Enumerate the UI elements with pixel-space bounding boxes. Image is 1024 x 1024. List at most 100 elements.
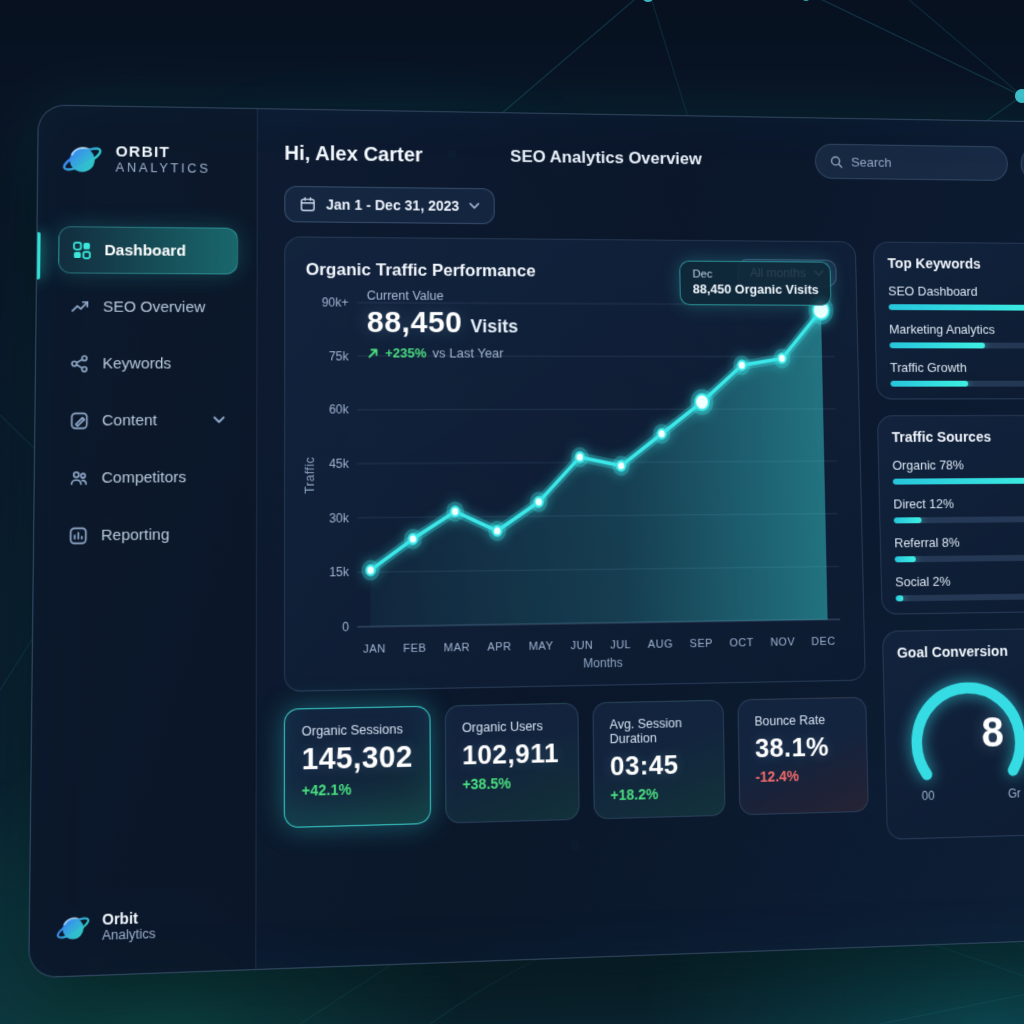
y-tick-label: 90k+	[321, 295, 349, 310]
chart-point-halo	[570, 446, 589, 468]
chart-point-sep[interactable]	[695, 394, 709, 410]
goal-conversion-gauge: 8 00 Gr	[897, 667, 1024, 803]
active-nav-accent-bar	[35, 232, 41, 280]
kpi-delta: +42.1%	[301, 780, 352, 799]
chart-point-halo	[773, 348, 791, 369]
search-icon	[829, 154, 844, 169]
x-tick-label: DEC	[811, 635, 836, 649]
brand-line2: ANALYTICS	[115, 160, 211, 177]
kpi-card-organic-users[interactable]: Organic Users 102,911 +38.5%	[444, 702, 580, 824]
traffic-source-label: Direct 12%	[893, 496, 955, 512]
traffic-source-item[interactable]: Organic 78%	[892, 457, 1024, 485]
main-area: Hi, Alex Carter SEO Analytics Overview	[256, 109, 1024, 969]
chart-point-jan[interactable]	[366, 565, 375, 575]
traffic-source-bar-track	[892, 477, 1024, 485]
tooltip-month: Dec	[692, 268, 713, 281]
content-row: Organic Traffic Performance All months T…	[283, 236, 1024, 858]
share-icon	[70, 353, 90, 373]
brand-logo[interactable]: ORBIT ANALYTICS	[59, 136, 238, 183]
notifications-button[interactable]	[1020, 145, 1024, 183]
y-tick-label: 75k	[328, 348, 349, 364]
date-row: Jan 1 - Dec 31, 2023	[284, 185, 1024, 230]
current-value-unit: Visits	[470, 316, 519, 337]
chart-point-aug[interactable]	[658, 429, 666, 439]
spacer	[702, 159, 815, 161]
chart-plot-area: Dec 88,450 Organic Visits	[357, 260, 841, 627]
kpi-label: Avg. Session Duration	[609, 715, 683, 747]
traffic-source-bar-fill	[894, 556, 916, 563]
chart-point-oct[interactable]	[738, 361, 746, 370]
keyword-item[interactable]: Traffic Growth	[890, 360, 1024, 387]
traffic-source-item[interactable]: Referral 8%	[894, 534, 1024, 563]
keyword-item[interactable]: Marketing Analytics	[889, 322, 1024, 349]
sidebar-item-reporting[interactable]: Reporting	[55, 510, 237, 560]
current-value-label: Current Value	[366, 288, 444, 304]
kpi-value: 145,302	[301, 740, 413, 777]
chevron-down-icon	[469, 202, 480, 210]
top-keywords-card: Top Keywords M SEO Dashboard Marketing An…	[872, 241, 1024, 400]
sidebar-item-label: Dashboard	[104, 241, 186, 260]
kpi-delta: -12.4%	[755, 767, 800, 786]
chart-point-halo	[612, 455, 631, 476]
chart-point-may[interactable]	[535, 497, 543, 507]
kpi-label: Organic Users	[461, 718, 543, 736]
traffic-source-bar-track	[894, 554, 1024, 563]
date-range-picker[interactable]: Jan 1 - Dec 31, 2023	[284, 185, 496, 225]
traffic-sources-list: Organic 78% Direct 12% Referral 8% Social 2…	[892, 457, 1024, 602]
traffic-source-item[interactable]: Direct 12%	[893, 495, 1024, 524]
kpi-card-avg-session-duration[interactable]: Avg. Session Duration 03:45 +18.2%	[592, 699, 726, 820]
chart-point-jul[interactable]	[617, 461, 625, 471]
kpi-card-bounce-rate[interactable]: Bounce Rate 38.1% -12.4%	[737, 696, 869, 816]
x-tick-label: FEB	[403, 642, 427, 656]
keyword-bar-fill	[890, 380, 969, 387]
x-axis-title: Months	[583, 655, 623, 671]
sidebar-item-label: Competitors	[101, 468, 187, 487]
chart-point-mar[interactable]	[451, 507, 460, 517]
chevron-down-icon	[213, 416, 225, 424]
sidebar-item-seo-overview[interactable]: SEO Overview	[58, 283, 239, 331]
header: Hi, Alex Carter SEO Analytics Overview	[284, 130, 1024, 188]
search-box[interactable]	[814, 143, 1009, 182]
traffic-source-item[interactable]: Social 2%	[895, 572, 1024, 602]
greeting-text: Hi, Alex Carter	[284, 142, 423, 167]
kpi-card-organic-sessions[interactable]: Organic Sessions 145,302 +42.1%	[283, 705, 431, 829]
orbit-planet-icon	[59, 136, 105, 181]
chart-point-nov[interactable]	[778, 354, 786, 363]
sidebar-item-competitors[interactable]: Competitors	[56, 453, 238, 502]
x-tick-label: JUN	[570, 639, 594, 653]
brand-text: ORBIT ANALYTICS	[115, 143, 210, 176]
chart-point-halo	[488, 520, 507, 542]
x-tick-label: NOV	[770, 636, 796, 649]
sidebar-item-keywords[interactable]: Keywords	[57, 339, 238, 387]
sidebar-item-label: SEO Overview	[102, 297, 206, 316]
sidebar-item-dashboard[interactable]: Dashboard	[58, 226, 239, 275]
kpi-value: 38.1%	[754, 731, 830, 764]
sidebar-nav: Dashboard SEO Overview Keywords Content Comp…	[55, 226, 239, 560]
keyword-item[interactable]: SEO Dashboard	[888, 284, 1024, 311]
search-input[interactable]	[850, 154, 994, 171]
x-tick-label: OCT	[729, 636, 754, 650]
chart-point-apr[interactable]	[493, 526, 502, 536]
chart-body: Traffic 0 15k 30k 45k 60k 75k 90k+	[303, 260, 845, 636]
gauge-min-label: 00	[921, 788, 935, 804]
top-keywords-header: Top Keywords M	[887, 256, 1024, 273]
sidebar-item-content[interactable]: Content	[56, 396, 237, 444]
traffic-source-label: Organic 78%	[892, 457, 965, 473]
brand-text-bottom: Orbit Analytics	[102, 909, 156, 943]
sidebar-item-label: Reporting	[100, 525, 170, 544]
top-keywords-list: SEO Dashboard Marketing Analytics Traffic …	[888, 284, 1024, 387]
chart-point-feb[interactable]	[409, 534, 418, 544]
chart-point-halo	[403, 528, 423, 550]
traffic-source-bar-track	[893, 516, 1024, 524]
trend-up-icon	[367, 347, 379, 359]
y-tick-label: 30k	[329, 510, 349, 526]
chart-point-dec[interactable]	[813, 301, 829, 320]
dashboard-panel: ORBIT ANALYTICS Dashboard SEO Overview Key…	[28, 104, 1024, 979]
traffic-source-bar-fill	[895, 595, 904, 602]
chart-point-jun[interactable]	[576, 452, 584, 462]
date-range-text: Jan 1 - Dec 31, 2023	[326, 196, 460, 214]
x-tick-label: JAN	[362, 643, 386, 656]
orbit-planet-icon	[53, 908, 92, 948]
kpi-delta: +38.5%	[462, 774, 512, 793]
x-tick-label: JUL	[610, 638, 632, 652]
